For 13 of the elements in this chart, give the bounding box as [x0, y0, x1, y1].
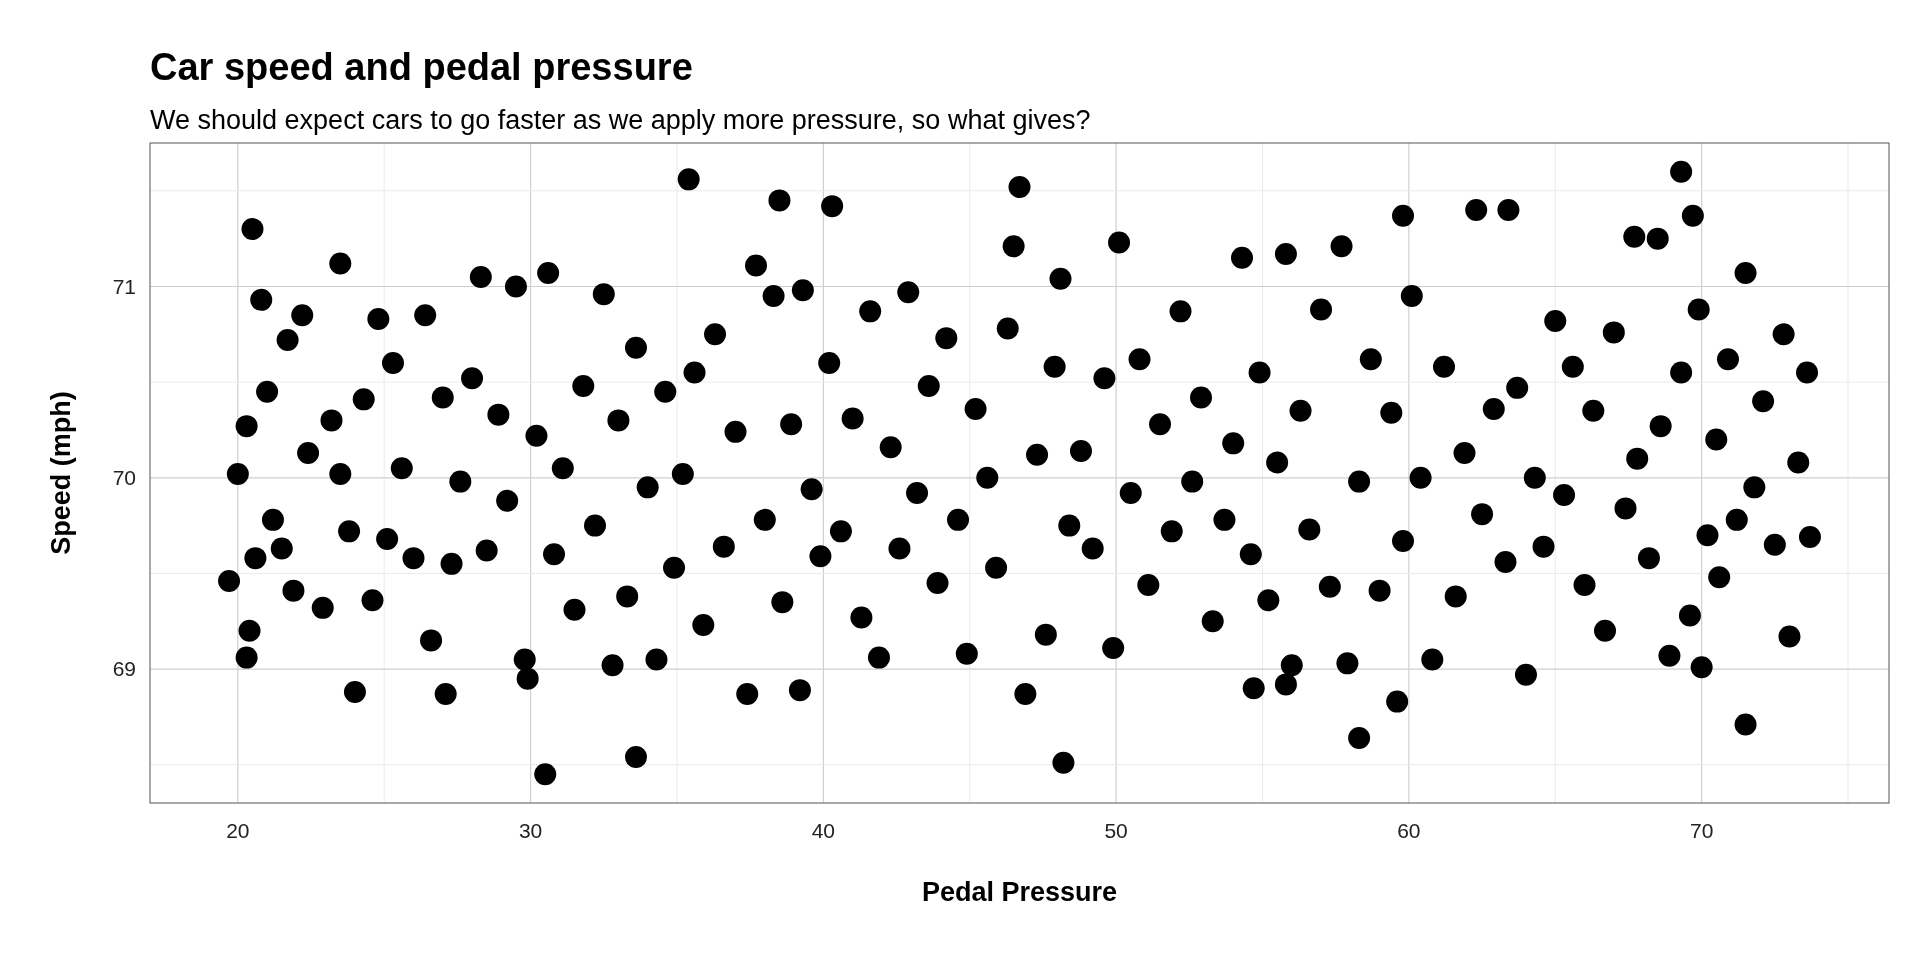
- chart-title: Car speed and pedal pressure: [150, 46, 693, 88]
- x-tick-label: 30: [518, 819, 543, 842]
- y-tick-label: 71: [112, 274, 136, 298]
- x-tick-label: 20: [226, 819, 250, 842]
- x-tick-label: 70: [1689, 819, 1714, 842]
- chart-subtitle: We should expect cars to go faster as we apply more pressure, so what gives?: [150, 105, 1091, 135]
- x-axis-title: Pedal Pressure: [921, 877, 1118, 907]
- y-tick-label: 70: [112, 466, 136, 490]
- x-tick-label: 60: [1397, 819, 1421, 842]
- y-tick-label: 69: [112, 657, 136, 681]
- x-tick-label: 40: [811, 819, 836, 842]
- y-axis-title: Speed (mph): [46, 391, 76, 555]
- x-tick-label: 50: [1104, 819, 1128, 842]
